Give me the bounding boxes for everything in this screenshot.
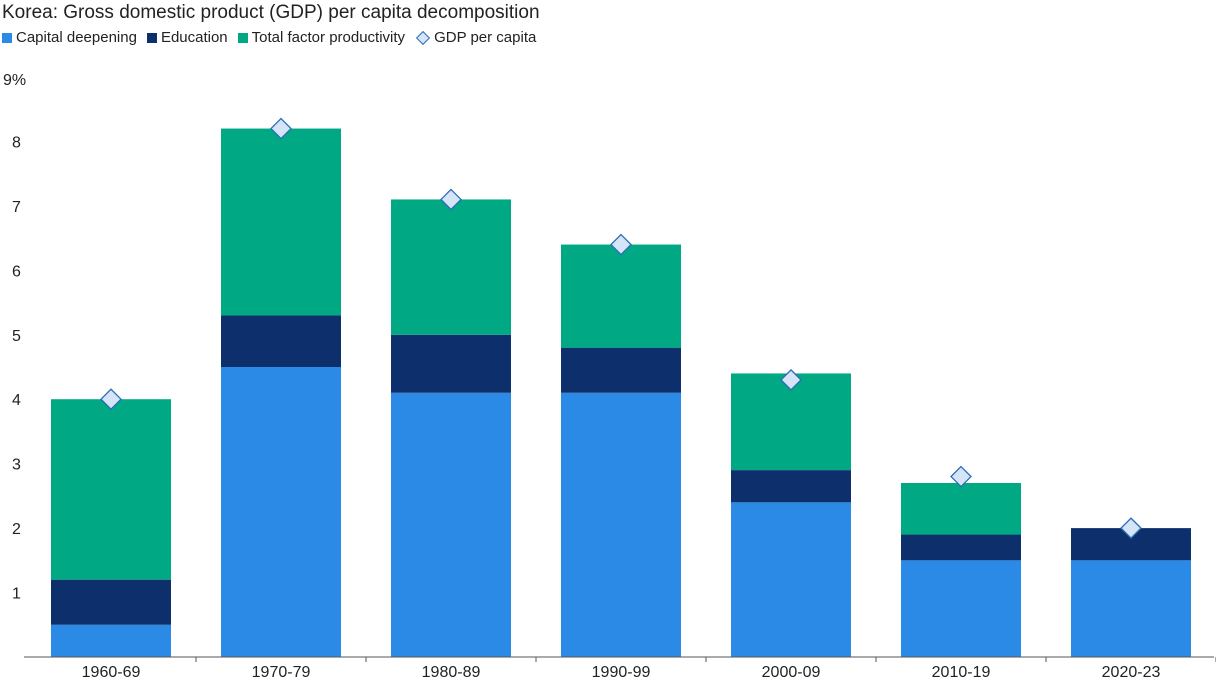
y-tick-label: 7 [12,199,21,216]
x-tick-label: 1970-79 [252,664,311,680]
y-tick-label: 6 [12,263,21,280]
bar-segment-capital-deepening [391,392,511,657]
legend-item-gdp-per-capita: GDP per capita [415,29,536,46]
y-tick-label: 2 [12,521,21,538]
bar-segment-capital-deepening [221,367,341,657]
bar-segment-education [901,534,1021,561]
bar-segment-capital-deepening [561,392,681,657]
legend-item-education: Education [146,29,228,46]
bar-segment-education [561,347,681,393]
y-tick-label: 1 [12,586,21,603]
x-tick-label: 2020-23 [1102,664,1161,680]
gdp-per-capita-marker [780,368,802,391]
legend-label-gdp-per-capita: GDP per capita [434,29,537,46]
bar-segment-education [391,334,511,393]
bar-segment-tfp [391,199,511,335]
x-tick-label: 2010-19 [932,664,991,680]
x-tick-label: 2000-09 [762,664,821,680]
legend-label-tfp: Total factor productivity [251,29,406,46]
bar-segment-education [221,315,341,367]
legend-swatch-education [146,32,157,43]
bar-segment-tfp [51,399,171,580]
gdp-per-capita-marker [950,465,972,488]
bar-segment-capital-deepening [51,624,171,657]
gdp-per-capita-marker [100,388,122,411]
legend-label-education: Education [160,29,228,46]
bar-segment-capital-deepening [731,502,851,657]
gdp-per-capita-marker [610,233,632,256]
legend-item-tfp: Total factor productivity [237,29,406,46]
legend-label-capital-deepening: Capital deepening [16,29,137,46]
y-tick-label: 4 [12,392,21,409]
gdp-per-capita-marker [1120,517,1142,540]
bar-segment-tfp [561,244,681,348]
y-tick-label: 3 [12,457,21,474]
bar-segment-capital-deepening [1071,560,1191,657]
bar-segment-education [51,579,171,625]
bar-segment-tfp [901,483,1021,535]
x-tick-label: 1990-99 [592,664,651,680]
gdp-per-capita-marker [440,188,462,211]
bar-segment-capital-deepening [901,560,1021,657]
chart-legend: Capital deepening Education Total factor… [2,29,546,46]
y-tick-label: 5 [12,328,21,345]
x-tick-label: 1980-89 [422,664,481,680]
chart-title: Korea: Gross domestic product (GDP) per … [2,2,540,23]
legend-swatch-capital-deepening [2,32,12,43]
y-tick-label-top: 9% [3,72,26,89]
y-tick-label: 8 [12,134,21,151]
legend-item-capital-deepening: Capital deepening [2,29,137,46]
bar-segment-tfp [221,128,341,316]
gdp-per-capita-marker [270,117,292,140]
x-tick-label: 1960-69 [82,664,141,680]
bar-segment-education [731,470,851,503]
legend-swatch-tfp [237,32,248,43]
